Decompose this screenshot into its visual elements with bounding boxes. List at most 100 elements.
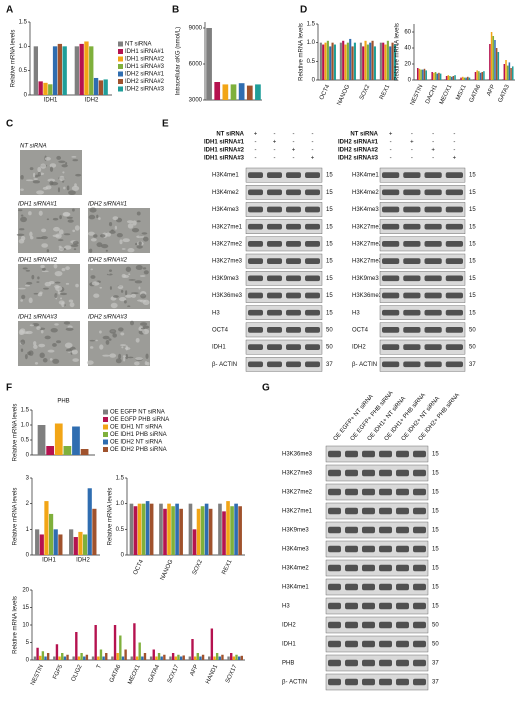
micrograph-label: IDH1 siRNA#3 bbox=[18, 315, 58, 321]
bar bbox=[149, 656, 153, 660]
cell bbox=[127, 356, 134, 359]
band bbox=[305, 344, 320, 350]
cell bbox=[68, 190, 76, 196]
bar bbox=[420, 69, 422, 80]
x-tick-label: IDH1 bbox=[44, 98, 58, 104]
legend-label: OE IDH2 PHB siRNA bbox=[110, 447, 167, 453]
micrograph-label: NT siRNA bbox=[20, 144, 47, 150]
band bbox=[248, 223, 263, 230]
bar bbox=[468, 77, 471, 80]
blot-strip bbox=[325, 559, 429, 577]
band bbox=[248, 206, 263, 213]
band bbox=[267, 275, 282, 282]
mw-marker: 37 bbox=[432, 661, 439, 667]
band bbox=[267, 327, 282, 333]
bar bbox=[119, 635, 122, 660]
strip-bg bbox=[245, 202, 323, 217]
bar bbox=[416, 68, 419, 80]
bar bbox=[102, 656, 105, 660]
band bbox=[379, 545, 392, 553]
condition-mark: - bbox=[274, 132, 276, 138]
cell bbox=[28, 211, 32, 216]
band bbox=[396, 526, 409, 534]
cell bbox=[49, 358, 53, 361]
band bbox=[445, 258, 463, 264]
band bbox=[248, 309, 263, 316]
strip-bg bbox=[325, 597, 429, 615]
band bbox=[396, 621, 409, 629]
band bbox=[424, 241, 442, 247]
bar bbox=[141, 656, 144, 660]
bar bbox=[83, 656, 86, 660]
cell bbox=[46, 218, 50, 221]
condition-mark: + bbox=[254, 132, 258, 138]
condition-mark: - bbox=[390, 156, 392, 162]
blot-strip bbox=[325, 673, 429, 691]
cell bbox=[99, 330, 102, 334]
strip-bg bbox=[325, 445, 429, 463]
band bbox=[396, 469, 409, 477]
band bbox=[362, 564, 375, 572]
band bbox=[413, 526, 426, 534]
strip-bg bbox=[245, 219, 323, 235]
micrograph-label: IDH1 siRNA#1 bbox=[18, 202, 57, 208]
row-label: H3K9me3 bbox=[352, 276, 379, 282]
bar bbox=[171, 653, 175, 660]
band bbox=[362, 621, 375, 629]
x-tick-label: T bbox=[96, 664, 103, 670]
cell bbox=[21, 294, 26, 300]
bar bbox=[391, 42, 394, 80]
y-tick-label: 0 bbox=[26, 553, 30, 559]
legend-label: IDH1 siRNA#3 bbox=[125, 64, 165, 70]
bar bbox=[143, 653, 147, 660]
bar bbox=[444, 79, 446, 80]
band bbox=[362, 469, 375, 477]
strip-bg bbox=[325, 635, 429, 653]
cell bbox=[29, 324, 35, 327]
band bbox=[396, 564, 409, 572]
bar bbox=[510, 68, 512, 80]
bar bbox=[152, 649, 155, 660]
cell bbox=[128, 279, 136, 281]
bar bbox=[43, 82, 48, 95]
band bbox=[413, 564, 426, 572]
band bbox=[445, 275, 463, 282]
x-tick-label: OLIG2 bbox=[71, 663, 84, 682]
band bbox=[328, 583, 341, 591]
cell bbox=[136, 220, 141, 223]
cell bbox=[32, 172, 36, 178]
row-label: H3K9me3 bbox=[212, 276, 239, 282]
cell bbox=[135, 242, 138, 246]
cell bbox=[71, 185, 80, 191]
cell bbox=[109, 329, 117, 334]
bar bbox=[329, 46, 332, 80]
mw-marker: 15 bbox=[469, 207, 476, 213]
bar bbox=[319, 42, 322, 80]
cell bbox=[63, 321, 71, 325]
band bbox=[379, 602, 392, 610]
bar bbox=[191, 639, 194, 660]
mw-marker: 15 bbox=[326, 293, 333, 299]
bar bbox=[467, 76, 469, 80]
cell bbox=[75, 173, 82, 177]
legend-swatch bbox=[103, 424, 108, 430]
cell bbox=[112, 216, 119, 221]
row-label: H3K36me3 bbox=[212, 293, 243, 299]
blot-strip bbox=[245, 288, 323, 303]
band bbox=[286, 361, 301, 368]
strip-bg bbox=[325, 559, 429, 577]
band bbox=[396, 507, 409, 515]
cell bbox=[61, 301, 65, 308]
band bbox=[286, 327, 301, 333]
row-label: IDH1 bbox=[212, 345, 226, 351]
strip-bg bbox=[245, 184, 323, 200]
y-axis-label: Relative mRNA levels bbox=[395, 23, 401, 81]
blot-strip bbox=[325, 502, 429, 520]
band bbox=[305, 361, 320, 368]
cell bbox=[122, 355, 127, 358]
condition-mark: - bbox=[255, 148, 257, 154]
bar bbox=[87, 488, 92, 555]
condition-mark: - bbox=[312, 140, 314, 146]
legend-label: OE IDH1 NT siRNA bbox=[110, 425, 162, 431]
bar bbox=[436, 73, 439, 80]
